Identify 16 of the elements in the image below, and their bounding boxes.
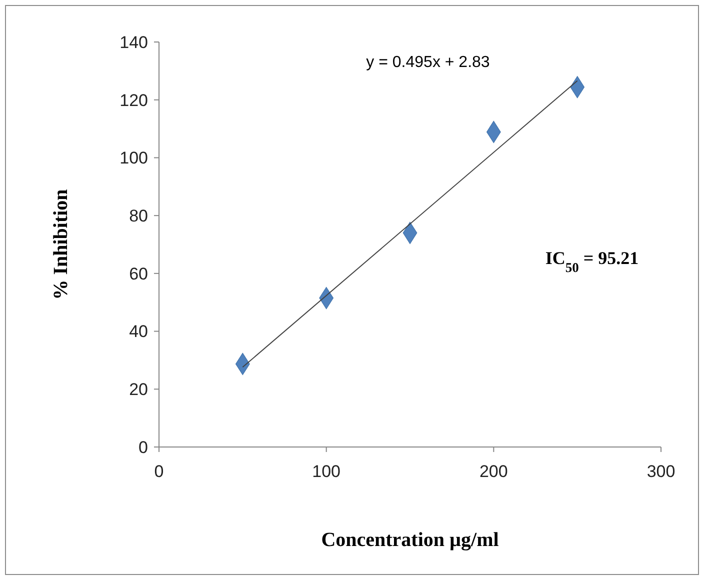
y-tick-label: 120 [120, 90, 148, 110]
annotation: y = 0.495x + 2.83 [366, 54, 490, 71]
annotation: IC$_{50}$ = 95.21 [545, 248, 639, 274]
y-tick-label: 140 [120, 32, 148, 52]
y-tick-label: 20 [129, 380, 148, 400]
y-tick-label: 0 [138, 438, 148, 457]
y-tick-label: 60 [129, 264, 148, 284]
x-axis-title: Concentration µg/ml [321, 529, 500, 551]
x-tick-label: 300 [646, 462, 676, 481]
x-tick-label: 0 [154, 462, 164, 481]
x-tick-label: 200 [479, 462, 508, 481]
y-tick-label: 80 [129, 206, 148, 226]
x-tick-label: 100 [312, 462, 341, 481]
y-tick-label: 40 [129, 322, 148, 342]
y-tick-label: 100 [120, 148, 148, 168]
y-axis-title: % Inhibition [50, 189, 72, 300]
